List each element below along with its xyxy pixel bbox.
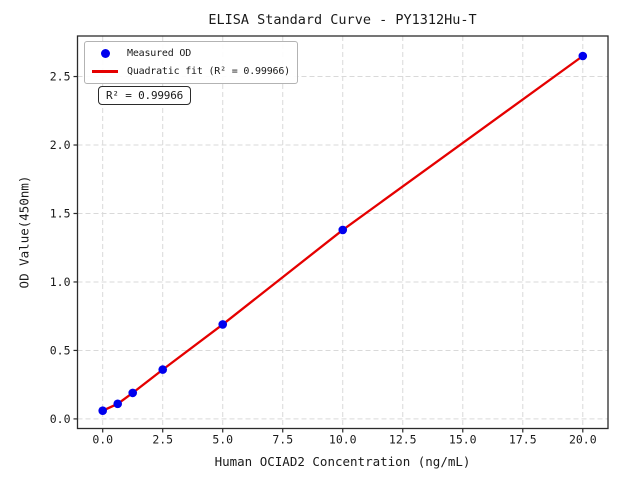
- legend-marker-cell: [90, 49, 120, 58]
- legend-label-quadratic-fit: Quadratic fit (R² = 0.99966): [127, 66, 290, 77]
- data-point: [218, 320, 228, 329]
- y-tick-label: 1.5: [50, 206, 71, 220]
- x-tick-label: 15.0: [449, 433, 477, 447]
- x-tick-label: 5.0: [212, 433, 233, 447]
- y-tick-label: 0.0: [50, 412, 71, 426]
- chart-title: ELISA Standard Curve - PY1312Hu-T: [208, 12, 477, 28]
- x-tick-label: 0.0: [92, 433, 113, 447]
- y-tick-label: 0.5: [50, 343, 71, 357]
- legend-entry-quadratic-fit: Quadratic fit (R² = 0.99966): [90, 63, 290, 80]
- x-tick-label: 20.0: [569, 433, 597, 447]
- y-axis-label: OD Value(450nm): [16, 175, 32, 289]
- legend-entry-measured-od: Measured OD: [90, 45, 290, 62]
- data-point: [578, 51, 588, 61]
- legend-label-measured-od: Measured OD: [127, 48, 192, 59]
- plot-border: [76, 35, 609, 430]
- x-tick-label: 2.5: [152, 433, 173, 447]
- x-tick-label: 12.5: [389, 433, 417, 447]
- data-point: [338, 225, 348, 235]
- data-point: [158, 365, 168, 374]
- x-tick-label: 10.0: [329, 433, 357, 447]
- x-tick-label: 17.5: [509, 433, 537, 447]
- data-point: [113, 399, 123, 409]
- data-point: [128, 388, 138, 398]
- y-tick-label: 2.5: [50, 70, 71, 84]
- x-axis-label: Human OCIAD2 Concentration (ng/mL): [214, 454, 471, 469]
- r-squared-annotation: R² = 0.99966: [98, 86, 192, 105]
- legend-marker-cell: [90, 70, 120, 73]
- x-tick-label: 7.5: [272, 433, 293, 447]
- legend-dot-marker: [100, 49, 110, 58]
- legend: Measured OD Quadratic fit (R² = 0.99966): [84, 41, 298, 84]
- legend-line-marker: [92, 70, 118, 73]
- data-point: [98, 406, 108, 415]
- y-tick-label: 1.0: [50, 275, 71, 289]
- y-tick-label: 2.0: [50, 138, 71, 152]
